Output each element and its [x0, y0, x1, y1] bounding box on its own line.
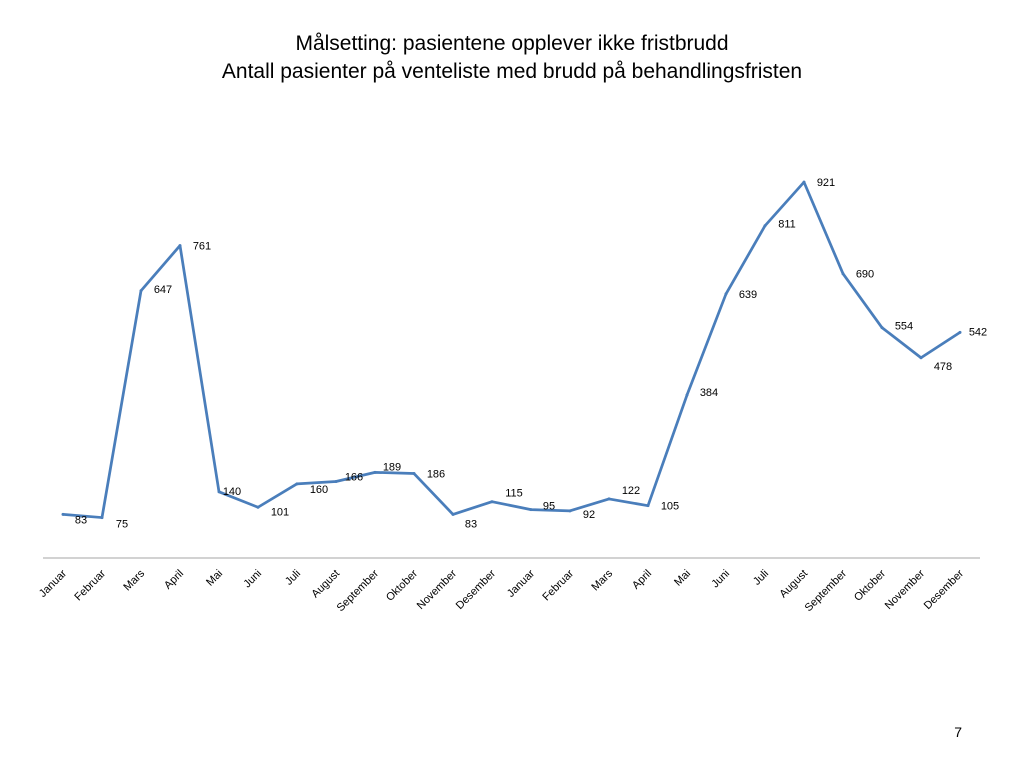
- data-label: 921: [817, 177, 835, 189]
- x-tick-label: Januar: [505, 567, 538, 600]
- x-tick-label: Desember: [922, 567, 967, 612]
- x-tick-label: Juli: [283, 568, 303, 588]
- series-line: [62, 180, 961, 519]
- x-tick-label: Juni: [709, 568, 732, 591]
- x-tick-label: Oktober: [852, 567, 888, 603]
- data-point: [646, 504, 650, 508]
- data-point: [139, 289, 143, 293]
- data-label: 105: [661, 501, 679, 513]
- data-point: [607, 497, 611, 501]
- data-point: [451, 512, 455, 516]
- data-label: 101: [271, 506, 289, 518]
- data-point: [724, 292, 728, 296]
- data-point: [256, 505, 260, 509]
- x-tick-label: Juni: [241, 568, 264, 591]
- x-tick-label: August: [309, 568, 342, 601]
- data-label: 384: [700, 387, 718, 399]
- data-point: [490, 500, 494, 504]
- data-label: 160: [310, 484, 328, 496]
- data-point: [763, 224, 767, 228]
- data-label: 95: [543, 501, 555, 513]
- data-point: [334, 479, 338, 483]
- page-number: 7: [954, 724, 962, 740]
- x-tick-label: August: [777, 568, 810, 601]
- data-label: 186: [427, 469, 445, 481]
- data-label: 478: [934, 361, 952, 373]
- x-tick-label: Oktober: [384, 567, 420, 603]
- x-tick-label: Februar: [72, 567, 108, 603]
- data-point: [100, 516, 104, 520]
- x-tick-label: November: [883, 567, 928, 612]
- data-point: [217, 490, 221, 494]
- x-tick-label: Februar: [540, 567, 576, 603]
- data-point: [958, 330, 962, 334]
- x-tick-label: Mai: [204, 568, 225, 589]
- data-label: 75: [116, 519, 128, 531]
- data-point: [529, 508, 533, 512]
- data-label: 92: [583, 509, 595, 521]
- series-layer: [61, 180, 962, 520]
- x-tick-label: Mars: [589, 567, 615, 593]
- data-label: 83: [75, 514, 87, 526]
- x-tick-label: April: [630, 568, 654, 592]
- data-label: 115: [505, 488, 523, 500]
- data-point: [802, 180, 806, 184]
- title-line-2: Antall pasienter på venteliste med brudd…: [221, 60, 803, 83]
- x-tick-label: Juli: [751, 568, 771, 588]
- data-point: [61, 512, 65, 516]
- data-label: 189: [383, 461, 401, 473]
- data-point: [568, 509, 572, 513]
- x-tick-label: Januar: [37, 567, 70, 600]
- data-label: 83: [465, 518, 477, 530]
- x-tick-label: Desember: [454, 567, 499, 612]
- x-tick-label: Mars: [121, 567, 147, 593]
- data-label: 542: [969, 326, 987, 338]
- x-tick-label: Mai: [672, 568, 693, 589]
- data-label: 166: [345, 471, 363, 483]
- data-label: 554: [895, 321, 913, 333]
- data-label: 647: [154, 284, 172, 296]
- title-line-1: Målsetting: pasientene opplever ikke fri…: [295, 32, 729, 55]
- data-point: [178, 244, 182, 248]
- data-point: [919, 356, 923, 360]
- chart-title: Målsetting: pasientene opplever ikke fri…: [0, 30, 1024, 86]
- data-label: 761: [193, 241, 211, 253]
- data-label: 140: [223, 486, 241, 498]
- data-point: [373, 470, 377, 474]
- data-point: [412, 472, 416, 476]
- data-point: [841, 272, 845, 276]
- data-point: [295, 482, 299, 486]
- x-tick-label: September: [335, 567, 382, 614]
- data-point: [685, 393, 689, 397]
- x-tick-layer: Januar Februar Mars April Mai Juni Juli AugustS…: [37, 567, 967, 614]
- data-label: 690: [856, 269, 874, 281]
- data-label: 122: [622, 485, 640, 497]
- data-point: [880, 326, 884, 330]
- x-tick-label: November: [415, 567, 460, 612]
- x-tick-label: April: [162, 568, 186, 592]
- data-label: 811: [778, 219, 796, 231]
- data-label-layer: 83 75 647 761 140 101 160 166 189 186 83 115 95 92 122…: [75, 177, 987, 530]
- x-tick-label: September: [803, 567, 850, 614]
- data-label: 639: [739, 289, 757, 301]
